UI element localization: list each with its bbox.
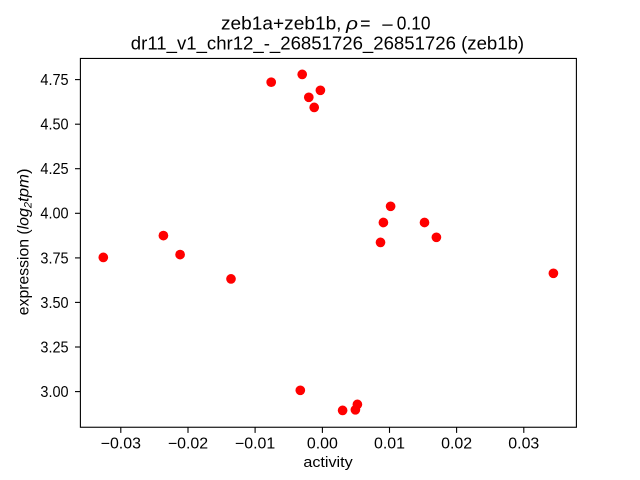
svg-text:0.03: 0.03	[508, 436, 539, 453]
svg-text:0.10: 0.10	[397, 13, 431, 33]
svg-text:4.75: 4.75	[40, 72, 68, 89]
svg-text:0.02: 0.02	[441, 436, 472, 453]
svg-text:0.01: 0.01	[374, 436, 405, 453]
svg-text:2: 2	[23, 201, 35, 209]
svg-text:−0.01: −0.01	[235, 436, 275, 453]
svg-text:log: log	[16, 208, 33, 230]
svg-text:dr11_v1_chr12_-_26851726_26851: dr11_v1_chr12_-_26851726_26851726 (zeb1b…	[131, 34, 524, 55]
svg-text:3.25: 3.25	[40, 339, 68, 356]
svg-text:activity: activity	[303, 454, 353, 471]
svg-text:ρ: ρ	[345, 13, 358, 33]
svg-text:4.50: 4.50	[40, 117, 69, 134]
svg-text:zeb1a+zeb1b,: zeb1a+zeb1b,	[221, 13, 342, 33]
svg-text:−: −	[381, 15, 393, 35]
svg-text:3.00: 3.00	[40, 384, 69, 401]
svg-text:expression (: expression (	[16, 229, 33, 316]
svg-text:4.25: 4.25	[40, 161, 68, 178]
svg-text:=: =	[360, 13, 370, 33]
svg-text:4.00: 4.00	[40, 206, 69, 223]
svg-text:3.50: 3.50	[40, 295, 69, 312]
svg-text:−0.03: −0.03	[101, 436, 141, 453]
svg-text:0.00: 0.00	[307, 436, 338, 453]
svg-text:): )	[16, 169, 33, 175]
svg-text:tpm: tpm	[16, 174, 33, 202]
svg-text:−0.02: −0.02	[168, 436, 208, 453]
svg-text:3.75: 3.75	[40, 250, 68, 267]
